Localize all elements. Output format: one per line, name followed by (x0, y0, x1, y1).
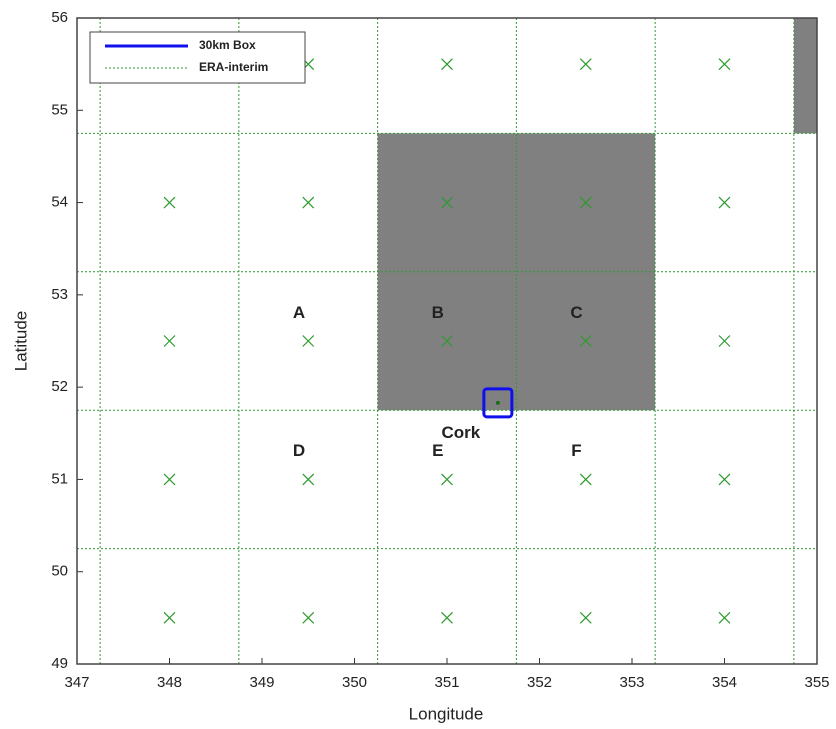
era-point (441, 196, 453, 209)
era-point (441, 473, 453, 486)
era-point (579, 335, 592, 347)
x-axis-label: Longitude (409, 704, 484, 723)
era-point (441, 335, 453, 347)
era-point (718, 473, 731, 486)
y-tick-label: 54 (51, 194, 68, 211)
x-tick-label: 347 (64, 674, 89, 691)
x-tick-label: 351 (434, 674, 459, 691)
annotation: E (432, 441, 443, 460)
era-point (163, 335, 176, 347)
era-point (441, 611, 453, 624)
era-point (718, 58, 731, 71)
era-point (579, 196, 592, 209)
era-point (579, 58, 592, 71)
y-axis-label: Latitude (11, 311, 30, 372)
x-tick-label: 353 (619, 674, 644, 691)
era-point (718, 196, 731, 209)
annotation: C (570, 303, 582, 322)
era-point (579, 611, 592, 624)
era-point (718, 335, 731, 347)
annotation: A (293, 303, 305, 322)
y-tick-label: 53 (51, 286, 68, 303)
cork-point (495, 400, 500, 405)
x-tick-label: 355 (804, 674, 829, 691)
plot-frame (76, 17, 818, 665)
era-point (163, 473, 176, 486)
y-tick-label: 51 (51, 470, 68, 487)
x-tick-label: 352 (527, 674, 552, 691)
box-30km (482, 387, 514, 419)
era-point (302, 473, 315, 486)
era-point (163, 196, 176, 209)
legend-label: 30km Box (199, 38, 256, 52)
y-tick-label: 55 (51, 101, 68, 118)
annotation: Cork (442, 423, 481, 442)
x-tick-label: 348 (157, 674, 182, 691)
x-tick-label: 349 (249, 674, 274, 691)
y-tick-label: 56 (51, 9, 68, 26)
y-tick-label: 52 (51, 378, 68, 395)
annotation: B (432, 303, 444, 322)
y-tick-label: 49 (51, 655, 68, 672)
era-point (441, 58, 453, 71)
era-point (302, 611, 315, 624)
era-point (302, 335, 315, 347)
era-point (718, 611, 731, 624)
legend-label: ERA-interim (199, 60, 268, 74)
annotation: D (293, 441, 305, 460)
land-cell (793, 18, 817, 134)
era-point (163, 611, 176, 624)
era-point (579, 473, 592, 486)
y-tick-label: 50 (51, 563, 68, 580)
legend-box (89, 31, 306, 84)
x-tick-label: 354 (712, 674, 737, 691)
era-point (302, 196, 315, 209)
annotation: F (571, 441, 581, 460)
x-tick-label: 350 (342, 674, 367, 691)
